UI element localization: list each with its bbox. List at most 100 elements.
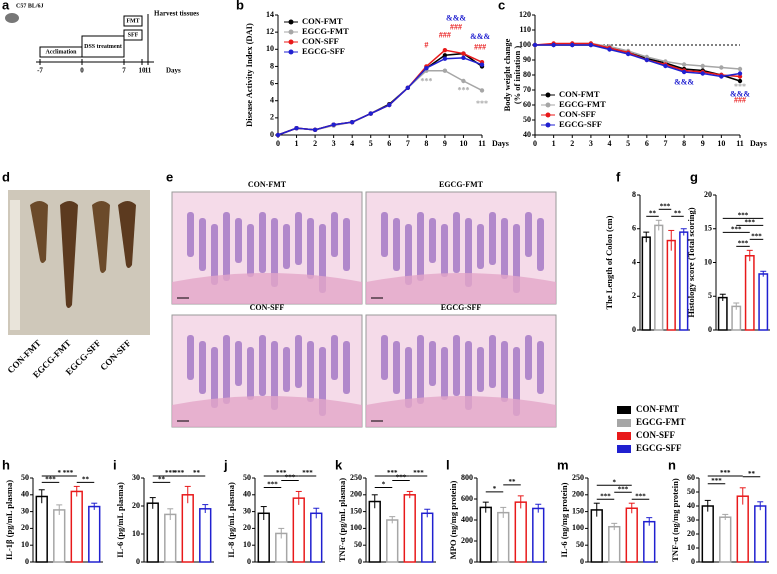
x-tick-label: 1 <box>295 139 299 148</box>
y-tick-label: 20 <box>243 523 251 532</box>
data-point <box>570 42 575 48</box>
series-line <box>277 49 483 136</box>
annotation: &&& <box>446 13 466 22</box>
colon <box>118 201 136 268</box>
x-tick-label: 2 <box>313 139 317 148</box>
bar <box>514 501 527 563</box>
series-line <box>535 44 741 82</box>
villus <box>235 341 242 386</box>
bar <box>736 495 749 563</box>
significance-label: *** <box>720 469 731 477</box>
villus <box>465 341 472 410</box>
y-tick-label: 100 <box>572 523 584 532</box>
significance-label: *** <box>413 469 424 477</box>
bar <box>53 509 66 563</box>
timeline-tick-label: 7 <box>122 67 126 75</box>
y-tick-label: 8 <box>632 190 636 199</box>
y-tick-label: 0 <box>469 557 473 566</box>
significance-label: *** <box>165 469 176 477</box>
y-tick-label: 40 <box>523 130 531 139</box>
y-tick-label: 0 <box>270 130 274 139</box>
significance-label: *** <box>738 239 749 247</box>
bar <box>164 513 177 563</box>
timeline-tick-label: 11 <box>145 67 152 75</box>
legend-swatch <box>617 445 631 453</box>
x-tick-label: 9 <box>443 139 447 148</box>
y-tick-label: 20 <box>704 190 712 199</box>
villus <box>211 347 218 408</box>
legend-swatch <box>617 432 631 440</box>
y-tick-label: 800 <box>461 473 473 482</box>
significance-label: ** <box>193 469 201 477</box>
y-tick-label: 6 <box>632 224 636 233</box>
panel-letter: j <box>223 457 228 472</box>
villus <box>453 335 460 396</box>
data-point <box>349 119 355 125</box>
data-point <box>312 127 318 133</box>
villus <box>295 335 302 388</box>
annotation: &&& <box>470 32 490 41</box>
y-tick-label: 15 <box>704 224 712 233</box>
villus <box>393 341 400 394</box>
y-tick-label: 8 <box>270 61 274 70</box>
y-tick-label: 70 <box>523 85 531 94</box>
villus <box>187 212 194 257</box>
panel-letter: f <box>616 169 621 184</box>
data-point <box>700 63 705 69</box>
bar <box>643 520 656 563</box>
y-tick-label: 4 <box>270 96 274 105</box>
y-tick-label: 2 <box>632 291 636 300</box>
villus <box>537 341 544 394</box>
significance-label: * <box>493 485 497 493</box>
legend-label: EGCG-FMT <box>302 26 349 36</box>
significance-label: ** <box>649 209 657 217</box>
bar <box>181 494 194 563</box>
y-tick-label: 2 <box>270 113 274 122</box>
data-point <box>479 88 485 93</box>
significance-label: *** <box>600 492 611 500</box>
villus <box>453 212 460 273</box>
y-tick-label: 150 <box>350 506 362 515</box>
y-tick-label: 10 <box>687 543 695 552</box>
data-point <box>551 42 556 48</box>
legend-swatch <box>617 406 631 414</box>
y-tick-label: 12 <box>266 27 274 36</box>
y-axis-label: TNF-α (pg/mL plasma) <box>337 478 347 562</box>
villus <box>405 347 412 408</box>
villus <box>489 335 496 388</box>
x-tick-label: 3 <box>589 139 593 148</box>
bar <box>310 512 323 563</box>
significance-label: * <box>58 469 62 477</box>
villus <box>319 347 326 416</box>
villus <box>271 218 278 287</box>
image-title: CON-FMT <box>248 180 287 189</box>
y-tick-label: 0 <box>580 557 584 566</box>
data-point <box>681 69 687 75</box>
phase-label: FMT <box>126 18 139 24</box>
y-tick-label: 0 <box>708 325 712 334</box>
legend-label: EGCG-FMT <box>636 417 686 427</box>
y-tick-label: 20 <box>21 523 29 532</box>
x-tick-label: 2 <box>570 139 574 148</box>
y-tick-label: 250 <box>350 473 362 482</box>
series-line <box>277 52 483 136</box>
x-axis-label: Days <box>492 139 509 148</box>
y-tick-label: 40 <box>243 490 251 499</box>
tissue <box>172 212 362 304</box>
y-tick-label: 400 <box>461 515 473 524</box>
panel-letter: c <box>498 0 505 12</box>
y-tick-label: 0 <box>691 557 695 566</box>
villus <box>259 335 266 396</box>
y-tick-label: 100 <box>350 523 362 532</box>
data-point <box>719 65 724 70</box>
y-tick-label: 200 <box>350 490 362 499</box>
villus <box>187 335 194 380</box>
x-tick-label: 7 <box>663 139 667 148</box>
legend-marker <box>288 19 294 25</box>
y-axis-label: IL-6 (pg/mL plasma) <box>115 482 125 558</box>
data-point <box>588 42 594 48</box>
villus <box>319 224 326 293</box>
x-tick-label: 11 <box>478 139 486 148</box>
y-tick-label: 10 <box>243 540 251 549</box>
